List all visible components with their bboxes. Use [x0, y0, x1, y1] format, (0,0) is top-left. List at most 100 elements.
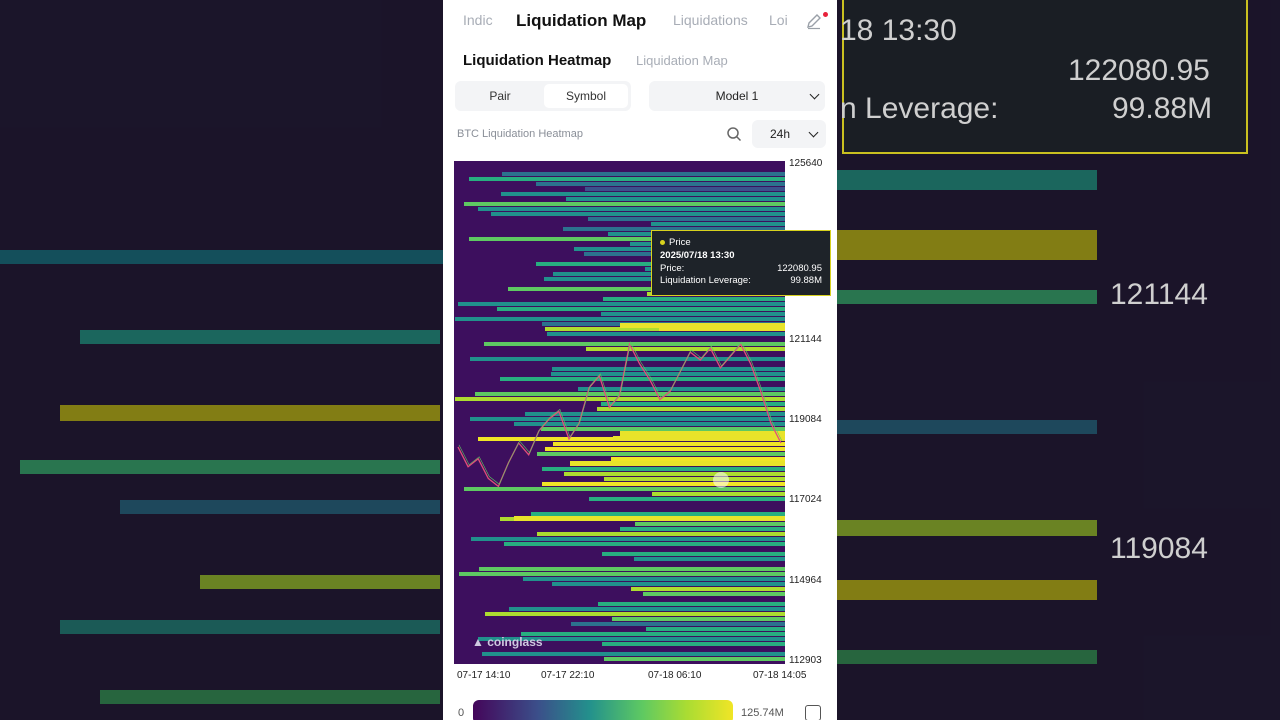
heatmap-band — [601, 312, 785, 316]
tooltip-series: Price — [660, 237, 822, 248]
heatmap-band — [571, 622, 785, 626]
period-value: 24h — [770, 127, 791, 141]
y-tick-label: 114964 — [789, 575, 822, 586]
coinglass-logo-icon: ▲ — [472, 635, 488, 649]
x-tick-label: 07-17 14:10 — [457, 670, 511, 681]
heatmap-band-high — [659, 326, 785, 331]
heatmap-band — [497, 307, 785, 311]
y-tick-label: 119084 — [789, 414, 822, 425]
heatmap-band — [566, 197, 785, 201]
subtab-liquidation-heatmap[interactable]: Liquidation Heatmap — [463, 52, 612, 69]
heatmap-band — [471, 537, 785, 541]
heatmap-band — [536, 182, 785, 186]
heatmap-band — [455, 317, 785, 321]
heatmap-band — [521, 632, 785, 636]
notification-dot — [823, 12, 828, 17]
heatmap-band — [597, 407, 785, 411]
price-line-candles — [458, 341, 783, 485]
heatmap-band — [542, 482, 785, 486]
heatmap-band — [634, 557, 785, 561]
heatmap-band — [586, 347, 785, 351]
search-icon[interactable] — [726, 126, 742, 142]
heatmap-title: BTC Liquidation Heatmap — [457, 128, 583, 140]
heatmap-band — [531, 512, 785, 516]
legend-max-label: 125.74M — [741, 707, 784, 719]
heatmap-band — [537, 452, 785, 456]
heatmap-band — [563, 227, 785, 231]
heatmap-band — [552, 582, 785, 586]
heatmap-band — [514, 422, 785, 426]
x-tick-label: 07-18 06:10 — [648, 670, 702, 681]
heatmap-band — [459, 572, 785, 576]
heatmap-band — [455, 397, 785, 401]
heatmap-band — [652, 492, 785, 496]
heatmap-band — [504, 542, 785, 546]
heatmap-band — [464, 202, 785, 206]
heatmap-band — [491, 212, 785, 216]
symbol-button[interactable]: Symbol — [544, 84, 628, 108]
tooltip-leverage-row: Liquidation Leverage: 99.88M — [660, 275, 822, 286]
heatmap-band — [585, 187, 785, 191]
heatmap-band — [500, 377, 785, 381]
sub-tabs: Liquidation Heatmap Liquidation Map — [443, 50, 837, 74]
fullscreen-icon[interactable] — [805, 705, 821, 720]
heatmap-band — [552, 367, 785, 371]
legend-min-label: 0 — [458, 707, 465, 719]
background-tick-1: 121144 — [1110, 278, 1208, 311]
heatmap-band — [578, 387, 785, 391]
heatmap-band — [553, 442, 785, 446]
heatmap-band — [469, 177, 785, 181]
tooltip-time: 2025/07/18 13:30 — [660, 250, 735, 261]
heatmap-band — [525, 412, 785, 416]
heatmap-band — [651, 222, 785, 226]
heatmap-band-high — [514, 516, 785, 521]
tooltip-price-row: Price: 122080.95 — [660, 263, 822, 274]
heatmap-band — [631, 587, 785, 591]
heatmap-band — [589, 497, 785, 501]
heatmap-band — [541, 427, 785, 431]
background-time: 18 13:30 — [840, 14, 957, 47]
heatmap-band — [470, 417, 785, 421]
touch-indicator — [713, 472, 729, 488]
y-tick-label: 121144 — [789, 334, 822, 345]
background-price: 122080.95 — [1068, 54, 1210, 87]
heatmap-band — [620, 527, 785, 531]
heatmap-band — [598, 602, 785, 606]
heatmap-band — [646, 627, 785, 631]
heatmap-band — [537, 532, 785, 536]
tab-long-short[interactable]: Loi — [769, 12, 788, 28]
heatmap-band — [602, 552, 785, 556]
pair-button[interactable]: Pair — [489, 89, 511, 103]
heatmap-band — [475, 392, 785, 396]
heatmap-band — [478, 637, 785, 641]
model-select[interactable]: Model 1 — [649, 81, 825, 111]
coinglass-watermark: ▲ coinglass — [472, 635, 543, 649]
background-leverage: 99.88M — [1112, 92, 1213, 125]
heatmap-band — [643, 592, 785, 596]
background-left-heatmap — [0, 250, 443, 704]
pair-symbol-toggle: Pair Symbol — [455, 81, 631, 111]
background-right-heatmap — [837, 170, 1097, 664]
background-tooltip — [842, 0, 1248, 154]
heatmap-band — [509, 607, 785, 611]
subtab-liquidation-map[interactable]: Liquidation Map — [636, 53, 728, 68]
y-tick-label: 125640 — [789, 158, 823, 169]
heatmap-band — [508, 287, 785, 291]
y-tick-label: 112903 — [789, 655, 822, 666]
model-select-value: Model 1 — [715, 89, 759, 103]
tab-liquidation-map[interactable]: Liquidation Map — [516, 11, 647, 30]
heatmap-band-high — [620, 323, 785, 328]
tab-indic[interactable]: Indic — [463, 12, 493, 28]
top-tabs: Indic Liquidation Map Liquidations Loi — [443, 0, 837, 44]
edit-icon[interactable] — [805, 12, 823, 30]
background-leverage-label: n Leverage: — [840, 92, 999, 125]
background-tick-2: 119084 — [1110, 532, 1208, 565]
heatmap-band — [464, 487, 785, 491]
heatmap-band — [602, 642, 785, 646]
period-select[interactable]: 24h — [752, 120, 826, 148]
heatmap-band — [635, 522, 785, 526]
tab-liquidations[interactable]: Liquidations — [673, 12, 748, 28]
watermark-text: coinglass — [487, 635, 543, 649]
heatmap-band-high — [570, 461, 785, 466]
x-tick-label: 07-18 14:05 — [753, 670, 807, 681]
